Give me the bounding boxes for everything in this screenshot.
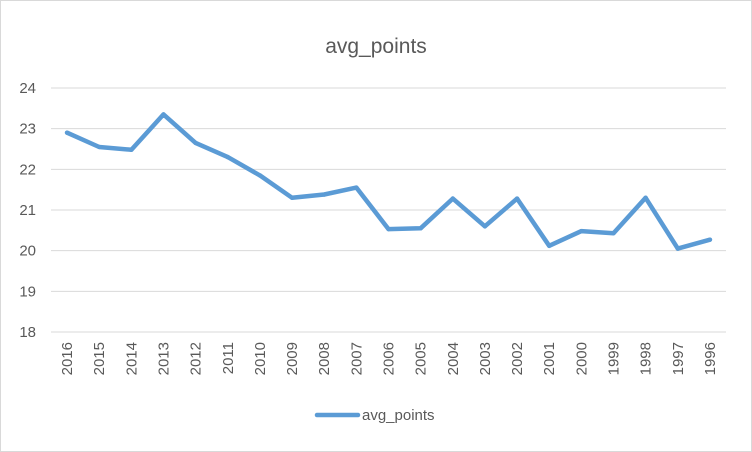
x-tick-label: 1999	[606, 342, 623, 375]
x-tick-label: 2005	[413, 342, 430, 375]
y-tick-label: 21	[19, 202, 36, 219]
y-tick-label: 23	[19, 121, 36, 138]
data-point	[97, 144, 102, 150]
series-layer	[64, 112, 713, 251]
data-point	[675, 246, 680, 251]
legend: avg_points	[314, 407, 435, 424]
x-tick-label: 2003	[477, 342, 494, 375]
x-axis-ticks: 2016 2015 2014 2013 2012 2011 2010 2009 2008 2007…	[59, 342, 719, 375]
data-point	[482, 224, 488, 229]
data-point	[193, 140, 198, 146]
data-point	[322, 192, 327, 197]
data-point	[289, 195, 295, 200]
data-point	[129, 147, 134, 153]
data-point	[418, 226, 423, 231]
x-tick-label: 2007	[348, 342, 365, 375]
x-tick-label: 2006	[381, 342, 398, 375]
legend-label: avg_points	[362, 407, 435, 424]
data-point	[514, 196, 520, 201]
x-tick-label: 2004	[445, 342, 462, 375]
x-tick-label: 2015	[91, 342, 108, 375]
data-point	[64, 130, 70, 135]
y-tick-label: 20	[19, 243, 36, 260]
data-point	[707, 237, 713, 242]
y-tick-label: 18	[19, 324, 36, 341]
x-tick-label: 2009	[284, 342, 301, 375]
x-tick-label: 2011	[220, 342, 237, 374]
x-tick-label: 2014	[123, 342, 140, 375]
x-tick-label: 2010	[252, 342, 269, 375]
data-point	[354, 185, 359, 190]
y-tick-label: 22	[19, 161, 36, 178]
data-point	[547, 243, 552, 248]
x-tick-label: 1996	[702, 342, 719, 375]
x-tick-label: 2002	[509, 342, 526, 375]
x-tick-label: 1997	[670, 342, 687, 375]
data-point	[161, 112, 166, 117]
x-tick-label: 2016	[59, 342, 76, 375]
x-tick-label: 2001	[541, 342, 558, 375]
y-tick-label: 19	[19, 283, 36, 300]
y-axis-ticks: 18 19 20 21 22 23 24	[19, 80, 36, 341]
x-tick-label: 2008	[316, 342, 333, 375]
data-point	[450, 196, 455, 201]
data-point	[579, 228, 584, 234]
data-point	[225, 154, 230, 160]
data-point	[611, 230, 616, 236]
data-point	[257, 173, 263, 178]
y-tick-label: 24	[19, 80, 36, 97]
x-tick-label: 2012	[188, 342, 205, 375]
data-point	[643, 195, 648, 200]
gridlines	[51, 87, 726, 333]
chart-title: avg_points	[325, 35, 427, 58]
x-tick-label: 1998	[638, 342, 655, 375]
x-tick-label: 2013	[156, 342, 173, 375]
data-point	[386, 226, 391, 232]
x-tick-label: 2000	[573, 342, 590, 375]
